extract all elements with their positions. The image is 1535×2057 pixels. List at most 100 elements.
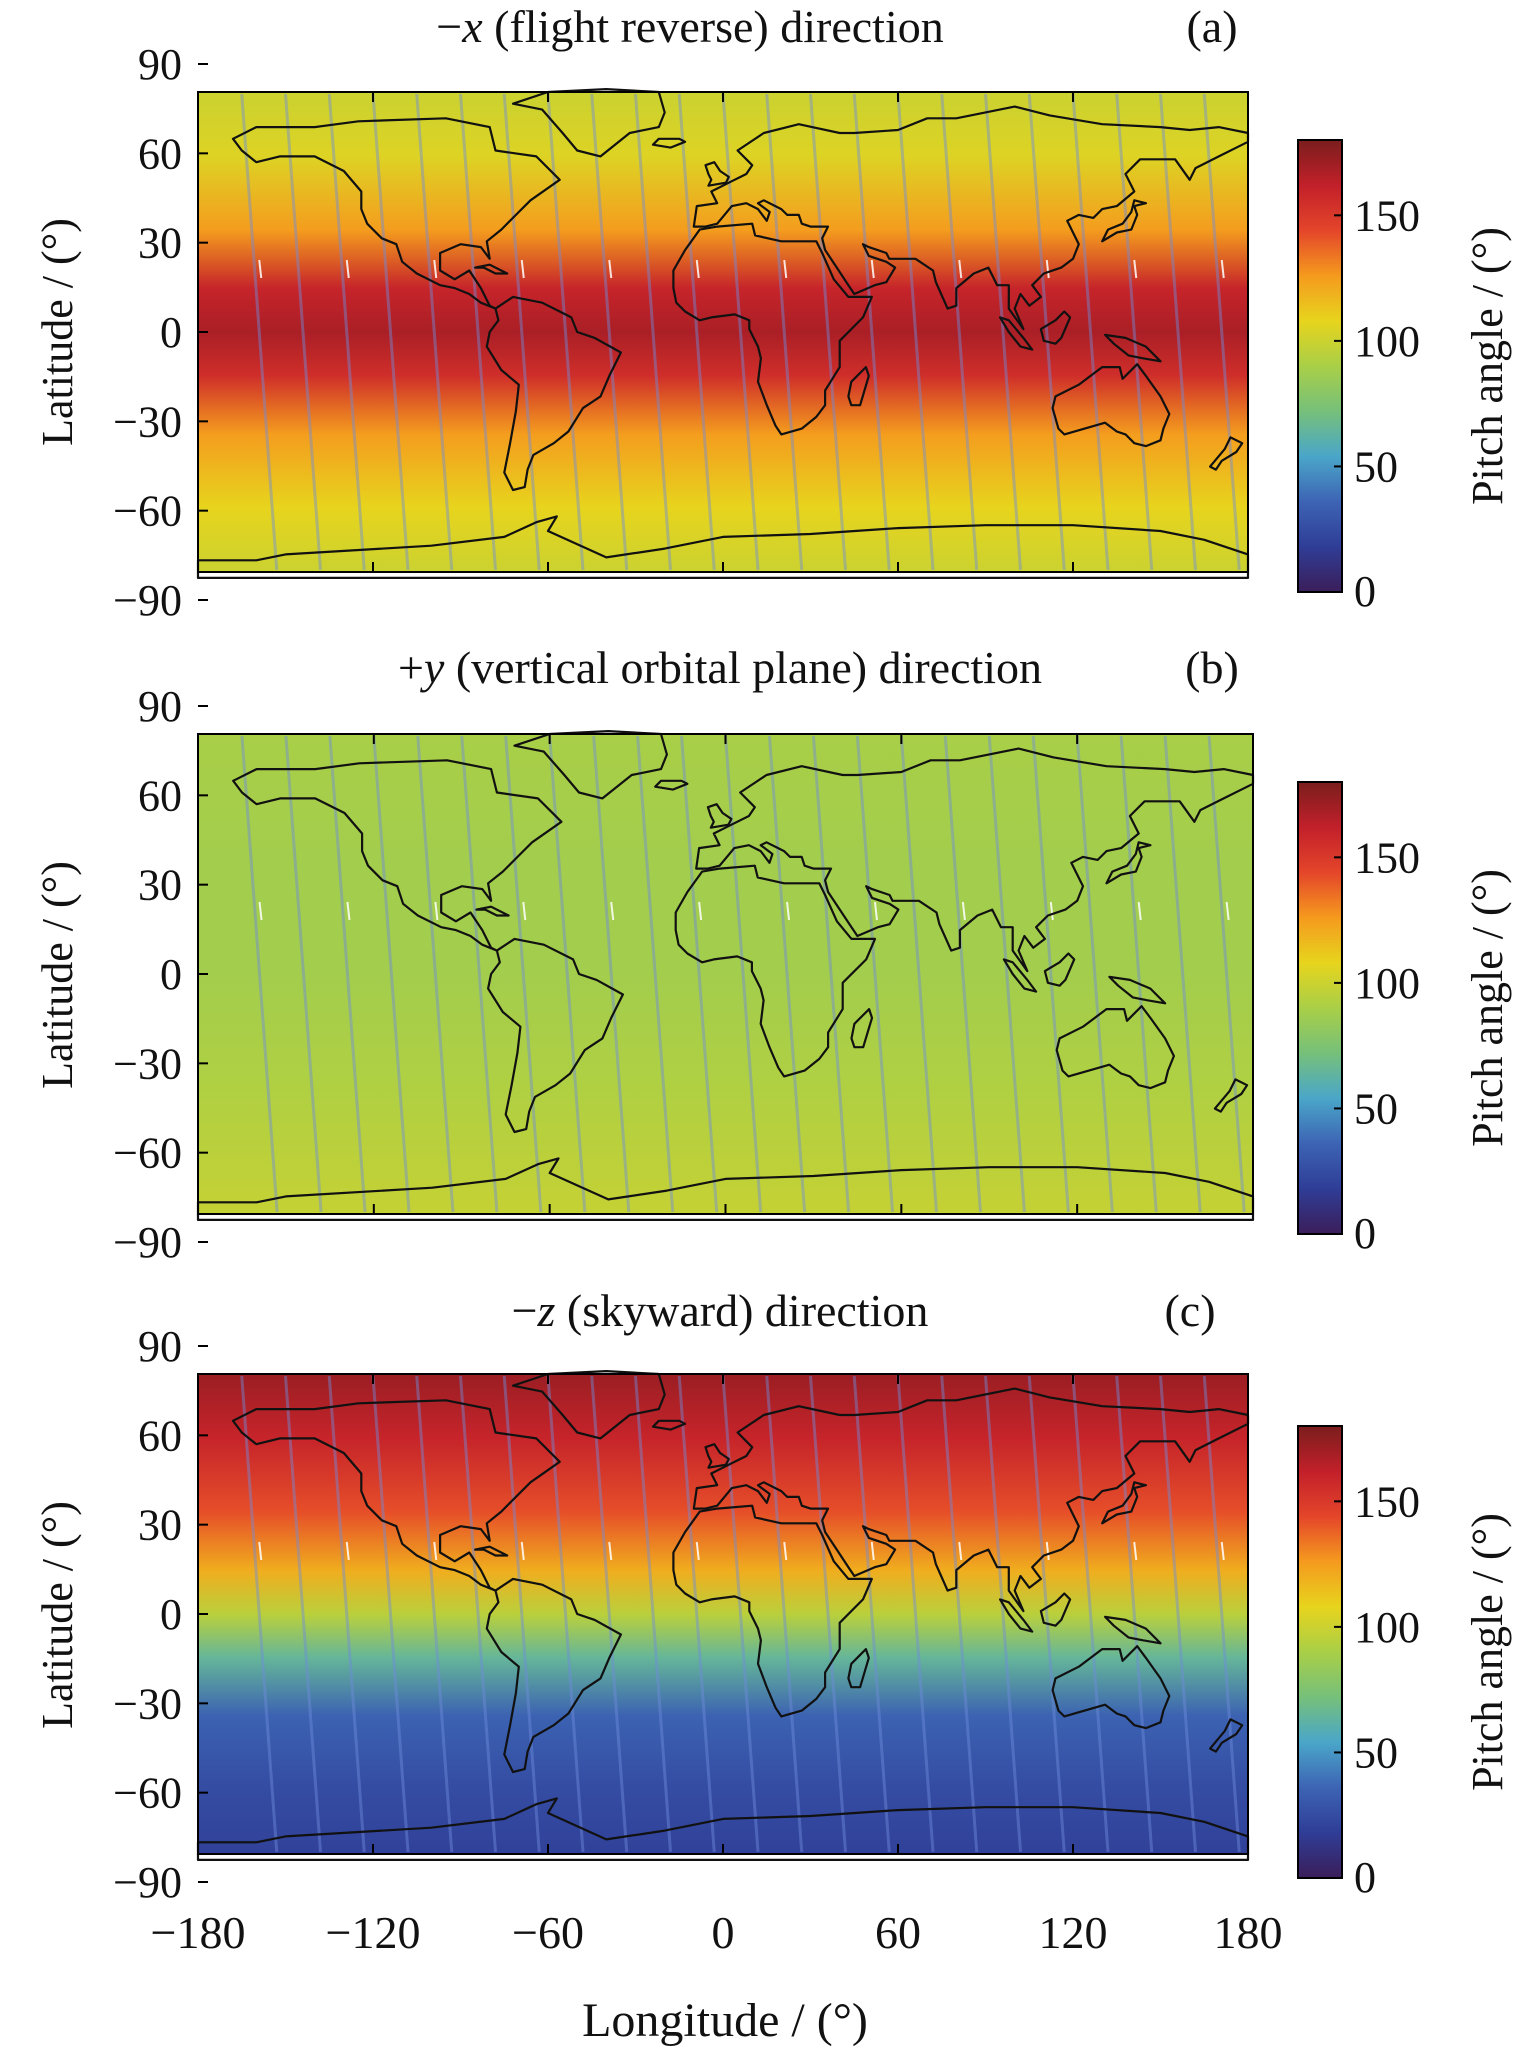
orbit-stripe <box>284 93 322 571</box>
coastline-australia <box>1051 363 1171 448</box>
sample-tick <box>345 1541 350 1561</box>
orbit-stripe <box>284 1375 322 1853</box>
orbit-stripe <box>504 735 543 1213</box>
panel-a-colorbar-label: Pitch angle / (°) <box>1463 227 1512 505</box>
y-tick-label: 60 <box>138 771 182 820</box>
orbit-stripe <box>590 1375 629 1853</box>
orbit-stripe <box>459 1375 497 1853</box>
panel-a-ylabel: Latitude / (°) <box>33 218 82 446</box>
orbit-stripe <box>240 1375 279 1853</box>
coastline-borneo <box>1039 1592 1072 1627</box>
orbit-stripe <box>767 735 807 1213</box>
panel-c-colorbar-label: Pitch angle / (°) <box>1463 1513 1512 1791</box>
orbit-stripe <box>284 735 323 1213</box>
x-tick-labels: −180 −120 −60 0 60 120 180 <box>151 1907 1283 1958</box>
orbit-stripe <box>1119 735 1158 1213</box>
y-tick-label: 90 <box>138 682 182 731</box>
orbit-stripe <box>371 93 410 571</box>
orbit-stripe <box>896 1375 935 1853</box>
sample-tick <box>961 901 966 921</box>
sample-tick <box>520 1541 525 1561</box>
panel-c: −z (skyward) direction (c) 90 60 30 0 −30 −60… <box>33 1285 1512 2047</box>
colorbar-tick-label: 0 <box>1354 1853 1376 1902</box>
panel-c-y-ticks: 90 60 30 0 −30 −60 −90 <box>113 1322 1249 1907</box>
coastline-borneo <box>1039 310 1072 345</box>
coastline-new-guinea <box>1104 333 1162 363</box>
sample-tick <box>522 901 527 921</box>
x-tick-label: 60 <box>875 1907 921 1958</box>
coastline-greenland <box>511 1370 666 1440</box>
orbit-stripe <box>634 1375 672 1853</box>
panel-b-colorbar <box>1297 781 1343 1235</box>
colorbar-tick-label: 50 <box>1354 1084 1398 1133</box>
sample-tick <box>258 1541 263 1561</box>
orbit-stripe <box>1202 93 1241 571</box>
sample-tick <box>1137 901 1142 921</box>
sample-tick <box>695 1541 700 1561</box>
orbit-stripe <box>1071 1375 1110 1853</box>
coastline-north-america <box>231 1399 561 1592</box>
orbit-stripe <box>416 735 455 1213</box>
panel-b-orbit-stripes <box>240 735 1246 1213</box>
colorbar-tick-label: 100 <box>1354 1603 1420 1652</box>
sample-tick <box>958 259 963 279</box>
orbit-stripe <box>984 93 1022 571</box>
y-tick-label: −90 <box>113 1858 182 1907</box>
sample-tick <box>1220 259 1225 279</box>
orbit-stripe <box>1163 735 1202 1213</box>
orbit-stripe <box>1159 1375 1197 1853</box>
coastline-new-zealand <box>1209 1718 1244 1753</box>
y-tick-label: 0 <box>160 1590 182 1639</box>
panel-a-coastlines <box>196 88 1250 579</box>
colorbar-tick-label: 0 <box>1354 1209 1376 1258</box>
coastline-africa <box>672 222 873 436</box>
coastline-sumatra <box>1002 958 1038 993</box>
orbit-stripe <box>1159 93 1197 571</box>
panel-c-colorbar <box>1297 1425 1343 1879</box>
orbit-stripe <box>460 735 499 1213</box>
orbit-stripe <box>984 1375 1022 1853</box>
coastline-japan <box>1101 1481 1147 1525</box>
coastline-eurasia <box>692 105 1250 331</box>
coastline-australia <box>1055 1005 1175 1090</box>
sample-tick <box>958 1541 963 1561</box>
coastline-cuba <box>474 1545 509 1557</box>
x-tick-label: 0 <box>712 1907 735 1958</box>
panel-c-coastlines <box>196 1370 1250 1861</box>
sample-tick <box>258 901 263 921</box>
orbit-stripe <box>1075 735 1114 1213</box>
coastline-sumatra <box>999 1598 1034 1633</box>
coastline-north-america <box>231 117 561 310</box>
orbit-stripe <box>636 735 675 1213</box>
sample-tick <box>870 1541 875 1561</box>
colorbar-tick-label: 50 <box>1354 442 1398 491</box>
orbit-stripe <box>765 93 804 571</box>
orbit-stripe <box>940 93 979 571</box>
sample-tick <box>433 1541 438 1561</box>
orbit-stripe <box>677 93 716 571</box>
coastline-japan <box>1105 841 1152 885</box>
y-tick-label: −90 <box>113 1218 182 1267</box>
orbit-stripe <box>1027 93 1066 571</box>
colorbar-tick-label: 50 <box>1354 1728 1398 1777</box>
y-tick-label: 90 <box>138 1322 182 1371</box>
orbit-stripe <box>372 735 411 1213</box>
panel-b-label: (b) <box>1185 642 1239 693</box>
coastline-eurasia <box>692 1387 1250 1613</box>
orbit-stripe <box>328 735 367 1213</box>
sample-tick <box>346 901 351 921</box>
panel-a-colorbar <box>1297 139 1343 593</box>
panel-b: +y (vertical orbital plane) direction (b… <box>33 642 1512 1267</box>
sample-tick <box>345 259 350 279</box>
panel-b-ylabel: Latitude / (°) <box>33 861 82 1089</box>
y-tick-label: −30 <box>113 1039 182 1088</box>
colorbar-tick-label: 150 <box>1354 1477 1420 1526</box>
sample-tick <box>434 901 439 921</box>
sample-tick <box>610 901 615 921</box>
coastline-madagascar <box>850 1008 874 1049</box>
orbit-stripe <box>721 93 760 571</box>
coastline-borneo <box>1043 952 1076 987</box>
sample-tick <box>1225 901 1230 921</box>
coastline-antarctica <box>196 515 1250 579</box>
